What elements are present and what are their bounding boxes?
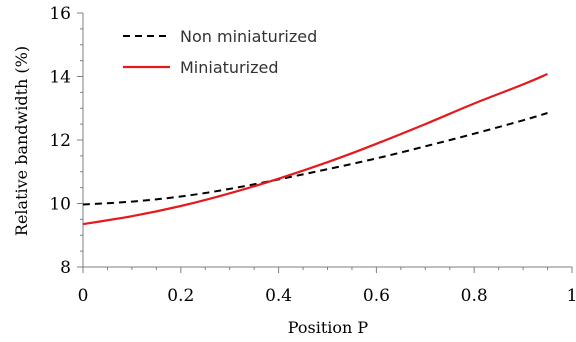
x-axis: 0 0.2 0.4 0.6 0.8 1 bbox=[78, 266, 576, 306]
x-tick-label: 0.8 bbox=[461, 286, 488, 306]
series-layer bbox=[82, 72, 548, 226]
x-tick-label: 0 bbox=[78, 286, 89, 306]
legend-label: Non miniaturized bbox=[180, 27, 317, 46]
y-tick-label: 8 bbox=[60, 258, 71, 278]
y-tick-label: 12 bbox=[49, 131, 71, 151]
x-tick-label: 1 bbox=[567, 286, 576, 306]
y-tick-label: 16 bbox=[49, 4, 71, 24]
y-axis-title: Relative bandwidth (%) bbox=[12, 46, 31, 236]
legend: Non miniaturized Miniaturized bbox=[123, 27, 317, 77]
x-tick-label: 0.6 bbox=[363, 286, 390, 306]
x-tick-label: 0.2 bbox=[167, 286, 194, 306]
legend-label: Miniaturized bbox=[180, 58, 278, 77]
x-tick-label: 0.4 bbox=[265, 286, 292, 306]
y-tick-label: 10 bbox=[49, 195, 71, 215]
y-tick-label: 14 bbox=[49, 68, 71, 88]
x-axis-title: Position P bbox=[288, 318, 369, 337]
series-line-non-miniaturized bbox=[82, 112, 548, 206]
series-line-miniaturized bbox=[82, 72, 548, 226]
y-axis: 8 10 12 14 16 bbox=[49, 4, 84, 278]
